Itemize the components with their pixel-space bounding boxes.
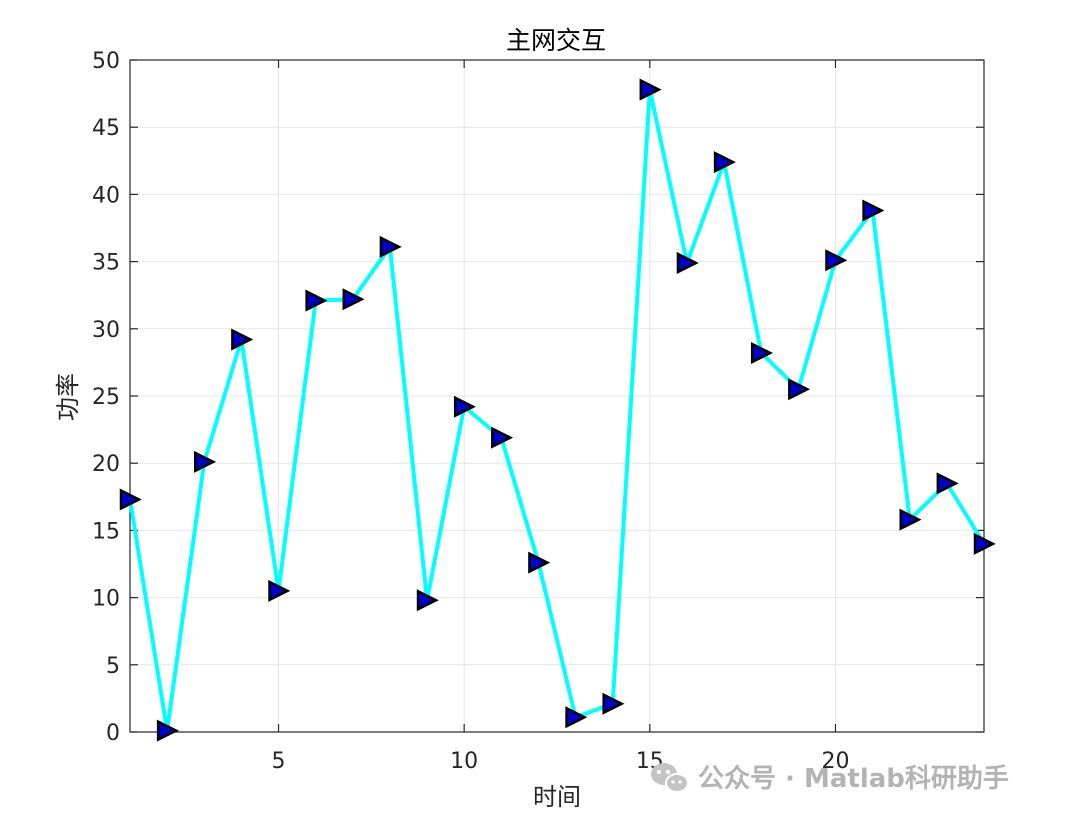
data-point bbox=[713, 151, 736, 174]
y-tick-label: 35 bbox=[92, 251, 120, 276]
data-point bbox=[453, 395, 476, 418]
data-point bbox=[268, 579, 291, 602]
axes-layer bbox=[129, 59, 985, 733]
wechat-icon bbox=[651, 763, 689, 793]
data-point bbox=[565, 706, 588, 729]
data-point bbox=[305, 289, 328, 312]
watermark-text: 公众号 · Matlab科研助手 bbox=[698, 764, 1009, 794]
data-point bbox=[825, 249, 848, 272]
y-tick-label: 10 bbox=[92, 587, 120, 612]
data-point bbox=[416, 589, 439, 612]
data-point bbox=[639, 78, 662, 101]
data-point bbox=[862, 199, 885, 222]
data-point bbox=[676, 251, 699, 274]
data-point bbox=[899, 508, 922, 531]
data-point bbox=[194, 450, 217, 473]
series-line bbox=[128, 87, 986, 733]
data-point bbox=[750, 341, 774, 365]
x-tick-label: 5 bbox=[272, 749, 286, 774]
data-point bbox=[602, 692, 625, 715]
data-point bbox=[119, 488, 142, 511]
data-point bbox=[342, 288, 365, 311]
chart-title: 主网交互 bbox=[506, 26, 606, 55]
y-tick-label: 45 bbox=[92, 116, 120, 141]
watermark: 公众号 · Matlab科研助手 bbox=[651, 763, 1009, 794]
grid-layer bbox=[130, 59, 984, 733]
y-tick-label: 5 bbox=[106, 654, 120, 679]
data-point bbox=[156, 719, 179, 742]
data-point bbox=[491, 426, 514, 449]
y-tick-label: 30 bbox=[92, 318, 120, 343]
data-point bbox=[973, 532, 996, 555]
data-point bbox=[379, 235, 402, 258]
y-tick-label: 25 bbox=[92, 385, 120, 410]
y-tick-label: 20 bbox=[92, 452, 120, 477]
data-point bbox=[528, 551, 551, 574]
y-axis-title: 功率 bbox=[54, 373, 82, 421]
y-tick-label: 40 bbox=[92, 183, 120, 208]
series-layer bbox=[119, 78, 996, 742]
data-point bbox=[936, 472, 959, 495]
data-point bbox=[231, 328, 254, 351]
y-tick-label: 15 bbox=[92, 519, 120, 544]
x-tick-label: 20 bbox=[821, 749, 849, 774]
data-point bbox=[788, 378, 811, 401]
y-tick-label: 0 bbox=[106, 721, 120, 746]
y-tick-label: 50 bbox=[92, 49, 120, 74]
x-tick-label: 10 bbox=[450, 749, 478, 774]
x-axis-title: 时间 bbox=[533, 783, 581, 811]
